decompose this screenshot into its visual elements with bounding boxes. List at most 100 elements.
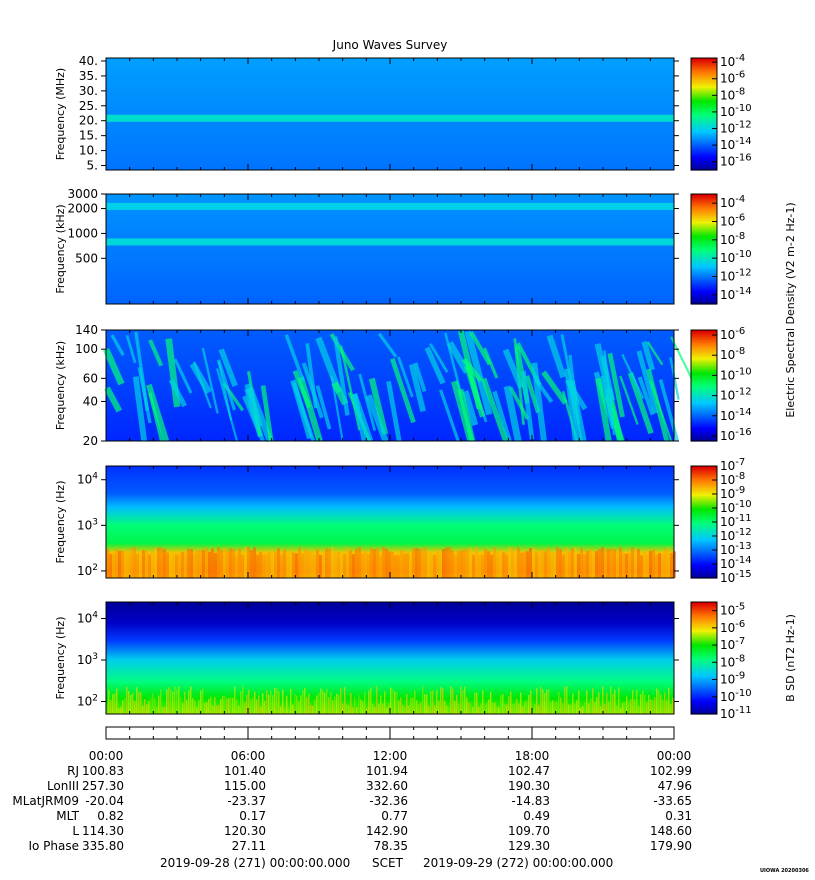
colorbar-tick-label: 10-8	[720, 86, 745, 102]
colorbar-tick-label: 10-14	[720, 407, 752, 423]
y-axis-label: Frequency (MHz)	[54, 68, 67, 160]
colorbar-tick-label: 10-11	[720, 705, 752, 721]
y-tick-label: 35.	[79, 69, 98, 83]
ephemeris-value: 335.80	[82, 839, 124, 853]
y-tick-label: 10.	[79, 144, 98, 158]
time-tick-label: 00:00	[89, 749, 124, 763]
ephemeris-value: -33.65	[653, 794, 692, 808]
burst-features	[103, 330, 693, 443]
colorbar-tick-label: 10-6	[720, 70, 745, 86]
colorbar-3: 10-6 10-8 10-10 10-12 10-14 10-16	[690, 326, 752, 443]
footer-start: 2019-09-28 (271) 00:00:00.000	[160, 856, 350, 870]
colorbar-tick-label: 10-6	[720, 326, 745, 342]
y-tick-label: 40	[83, 394, 98, 408]
ephemeris-value: 47.96	[657, 779, 692, 793]
y-tick-label: 103	[77, 652, 98, 667]
colorbar-tick-label: 10-14	[720, 286, 752, 302]
ephemeris-value: 102.99	[650, 764, 692, 778]
spectrogram-panels: 40.35.30.25.20.15.10.5. Frequency (MHz) 10…	[54, 53, 797, 721]
colorbar-tick-label: 10-14	[720, 136, 752, 152]
colorbar-tick-label: 10-10	[720, 366, 752, 382]
colorbar-tick-label: 10-8	[720, 346, 745, 362]
shared-colorbar-label: Electric Spectral Density (V2 m-2 Hz-1)	[784, 202, 797, 417]
y-tick-label: 3000	[67, 187, 98, 201]
y-tick-label: 104	[77, 611, 98, 626]
spectrogram-background	[106, 194, 674, 304]
y-tick-label: 500	[75, 251, 98, 265]
ephemeris-value: 115.00	[224, 779, 266, 793]
ephemeris-value: 332.60	[366, 779, 408, 793]
ephemeris-value: 114.30	[82, 824, 124, 838]
panel-4: 104 103 102 Frequency (Hz) 10-710-810-910-10…	[54, 457, 752, 585]
colorbar-tick-label: 10-10	[720, 249, 752, 265]
time-tick-label: 06:00	[231, 749, 266, 763]
y-tick-label: 103	[77, 517, 98, 532]
ephemeris-value: 0.49	[523, 809, 550, 823]
ephemeris-label: L	[72, 824, 79, 838]
y-tick-label: 20	[83, 434, 98, 448]
emission-band-2	[106, 238, 674, 246]
colorbar-4: 10-710-810-910-1010-1110-1210-1310-1410-…	[690, 457, 752, 585]
ephemeris-value: 129.30	[508, 839, 550, 853]
colorbar-label-electric: Electric Spectral Density (V2 m-2 Hz-1)	[784, 202, 797, 417]
colorbar-tick-label: 10-10	[720, 688, 752, 704]
y-tick-label: 15.	[79, 129, 98, 143]
y-axis-label: Frequency (kHz)	[54, 341, 67, 430]
ephemeris-value: 109.70	[508, 824, 550, 838]
ephemeris-value: -23.37	[227, 794, 266, 808]
colorbar-tick-label: 10-4	[720, 194, 745, 210]
ephemeris-value: 190.30	[508, 779, 550, 793]
ephemeris-value: 0.17	[239, 809, 266, 823]
ephemeris-label: MLT	[56, 809, 79, 823]
y-tick-label: 2000	[67, 202, 98, 216]
y-tick-label: 100	[75, 342, 98, 356]
y-axis-label: Frequency (kHz)	[54, 204, 67, 293]
colorbar-tick-label: 10-16	[720, 153, 752, 169]
panel-1: 40.35.30.25.20.15.10.5. Frequency (MHz) 10…	[54, 53, 752, 172]
y-tick-label: 1000	[67, 226, 98, 240]
colorbar-tick-label: 10-5	[720, 602, 745, 618]
ephemeris-value: 142.90	[366, 824, 408, 838]
y-axis-label: Frequency (Hz)	[54, 481, 67, 564]
colorbar-tick-label: 10-8	[720, 653, 745, 669]
time-tick-label: 00:00	[657, 749, 692, 763]
time-tick-label: 18:00	[515, 749, 550, 763]
low-freq-spikes	[106, 686, 674, 714]
y-tick-label: 25.	[79, 99, 98, 113]
spectrogram-background	[106, 58, 674, 170]
colorbar-tick-label: 10-12	[720, 387, 752, 403]
y-tick-label: 30.	[79, 84, 98, 98]
y-tick-label: 140	[75, 323, 98, 337]
ephemeris-value: 102.47	[508, 764, 550, 778]
time-tick-label: 12:00	[373, 749, 408, 763]
footer-scet: SCET	[372, 856, 404, 870]
y-tick-label: 60	[83, 371, 98, 385]
ephemeris-value: 179.90	[650, 839, 692, 853]
ephemeris-value: 0.77	[381, 809, 408, 823]
colorbar-tick-label: 10-6	[720, 213, 745, 229]
footer-credit: UIOWA 20200306	[760, 868, 809, 874]
ephemeris-value: 101.94	[366, 764, 408, 778]
ephemeris-value: 78.35	[373, 839, 408, 853]
colorbar-tick-label: 10-12	[720, 268, 752, 284]
y-tick-label: 40.	[79, 54, 98, 68]
ephemeris-value: 27.11	[231, 839, 266, 853]
panel-3: 140 100 60 40 20 Frequency (kHz) 10-6 10-8 10-10…	[54, 323, 752, 448]
y-tick-label: 102	[77, 694, 98, 709]
colorbar-tick-label: 10-8	[720, 231, 745, 247]
ephemeris-value: 101.40	[224, 764, 266, 778]
ephemeris-value: 0.31	[665, 809, 692, 823]
ephemeris-label: Io Phase	[28, 839, 79, 853]
y-tick-label: 5.	[87, 159, 98, 173]
y-tick-label: 20.	[79, 114, 98, 128]
footer-end: 2019-09-29 (272) 00:00:00.000	[423, 856, 613, 870]
ephemeris-label: LonIII	[46, 779, 79, 793]
time-axis: 00:00 06:00 12:00 18:00 00:00	[89, 726, 692, 763]
ephemeris-value: 257.30	[82, 779, 124, 793]
ephemeris-value: 120.30	[224, 824, 266, 838]
